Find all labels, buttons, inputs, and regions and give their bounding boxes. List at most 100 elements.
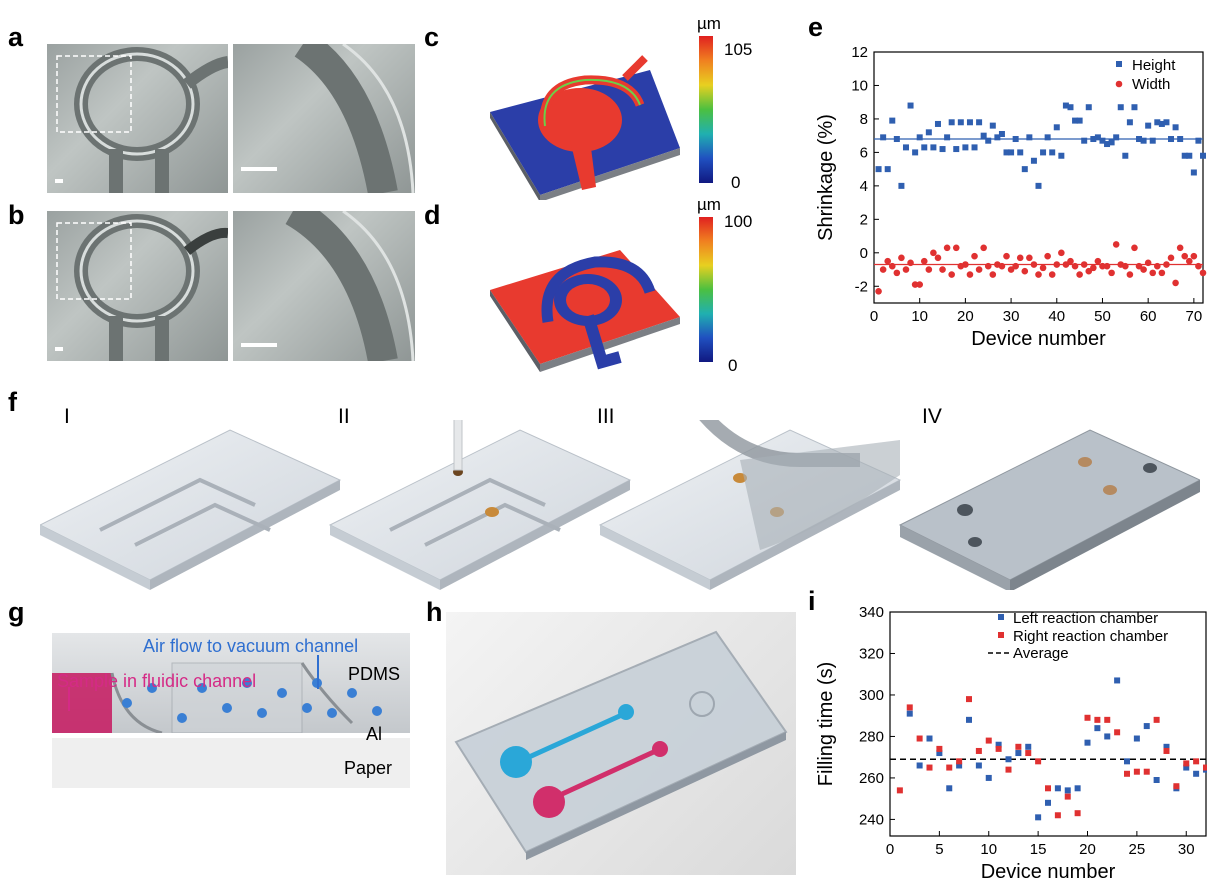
right-chamber-point <box>1005 766 1012 773</box>
step-label-1: I <box>64 405 70 428</box>
scale-bar <box>55 347 63 351</box>
device-step-4 <box>898 429 1200 590</box>
width-point <box>888 262 896 270</box>
height-point <box>1035 182 1042 189</box>
height-point <box>957 119 964 126</box>
width-point <box>1094 257 1102 265</box>
blue-reservoir <box>500 746 532 778</box>
right-chamber-point <box>1133 768 1140 775</box>
left-chamber-point <box>985 774 992 781</box>
panel-label-b: b <box>8 200 25 230</box>
left-chamber-point <box>1064 787 1071 794</box>
right-chamber-point <box>1064 793 1071 800</box>
width-point <box>1176 244 1184 252</box>
y-tick-label: 10 <box>851 77 868 94</box>
height-point <box>898 182 905 189</box>
left-chamber-point <box>1035 814 1042 821</box>
y-tick-label: 2 <box>860 211 868 228</box>
left-chamber-point <box>1054 785 1061 792</box>
panel-label-a: a <box>8 22 24 52</box>
right-chamber-point <box>1153 716 1160 723</box>
legend-marker-height <box>1116 61 1122 67</box>
width-point <box>1035 271 1042 278</box>
width-point <box>1158 269 1166 277</box>
left-chamber-point <box>926 735 933 742</box>
height-point <box>1131 104 1138 111</box>
width-point <box>1090 264 1097 272</box>
width-point <box>1190 252 1198 260</box>
air-flow-label: Air flow to vacuum channel <box>143 636 359 656</box>
height-point <box>962 144 969 151</box>
height-point <box>966 119 973 126</box>
device-photo <box>446 612 796 875</box>
height-point <box>1026 134 1033 141</box>
right-chamber-point <box>906 704 913 711</box>
right-chamber-point <box>1163 747 1170 754</box>
legend-label-height: Height <box>1132 57 1176 74</box>
legend-marker-left <box>998 614 1004 620</box>
colorbar-c-min: 0 <box>731 173 741 192</box>
air-flow-arrow <box>317 655 319 689</box>
y-tick-label: 4 <box>860 178 868 195</box>
zoom-box <box>56 55 132 133</box>
x-tick-label: 40 <box>1048 308 1065 325</box>
paper-label: Paper <box>344 758 393 778</box>
device-assembly-illustration <box>40 420 1200 590</box>
pink-reservoir <box>533 786 565 818</box>
height-point <box>934 120 941 127</box>
width-point <box>1131 244 1138 252</box>
cross-section-image <box>52 633 410 733</box>
left-chamber-point <box>916 762 923 769</box>
step-label-3: III <box>597 405 615 428</box>
x-axis-title: Device number <box>971 328 1106 350</box>
width-point <box>1039 264 1047 272</box>
y-tick-label: 8 <box>860 111 868 128</box>
colorbar-c-unit: µm <box>697 14 721 33</box>
width-point <box>943 244 951 252</box>
colorbar-d-unit: µm <box>697 195 721 214</box>
right-chamber-point <box>1045 785 1051 792</box>
height-point <box>1177 136 1184 143</box>
width-point <box>1016 254 1024 262</box>
width-point <box>1108 269 1115 277</box>
left-chamber-point <box>1074 785 1081 792</box>
width-point <box>1012 262 1019 270</box>
right-chamber-point <box>916 735 923 742</box>
step-label-2: II <box>338 405 350 428</box>
blue-channel <box>516 711 626 765</box>
legend-label-average: Average <box>1013 645 1069 662</box>
height-point <box>1017 149 1024 156</box>
height-point <box>1163 119 1170 126</box>
height-point <box>1186 152 1193 159</box>
right-chamber-point <box>926 764 933 771</box>
width-point <box>1154 262 1161 270</box>
device-step-2 <box>328 420 632 590</box>
width-point <box>952 244 960 252</box>
device-step-1 <box>40 429 342 590</box>
height-point <box>1117 104 1124 111</box>
x-axis-title: Device number <box>981 861 1116 883</box>
y-tick-label: 280 <box>859 728 884 745</box>
width-point <box>989 271 997 278</box>
left-chamber-point <box>1045 799 1051 806</box>
x-tick-label: 5 <box>935 841 943 858</box>
left-chamber-point <box>1153 777 1160 783</box>
y-tick-label: 300 <box>859 687 884 704</box>
height-point <box>912 149 919 156</box>
sample-region <box>52 673 112 733</box>
width-point <box>934 254 942 262</box>
width-point <box>971 252 978 260</box>
left-chamber-point <box>1163 743 1170 750</box>
height-point <box>916 134 923 141</box>
height-point <box>1030 157 1037 164</box>
right-chamber-point <box>966 696 972 703</box>
height-point <box>875 166 882 173</box>
scale-bar <box>55 179 63 183</box>
y-tick-label: -2 <box>855 278 868 295</box>
width-point <box>1062 261 1070 268</box>
width-point <box>1021 267 1029 275</box>
height-point <box>1149 137 1156 144</box>
x-tick-label: 0 <box>870 308 878 325</box>
left-chamber-point <box>1104 733 1111 740</box>
panel-label-c: c <box>424 22 440 52</box>
